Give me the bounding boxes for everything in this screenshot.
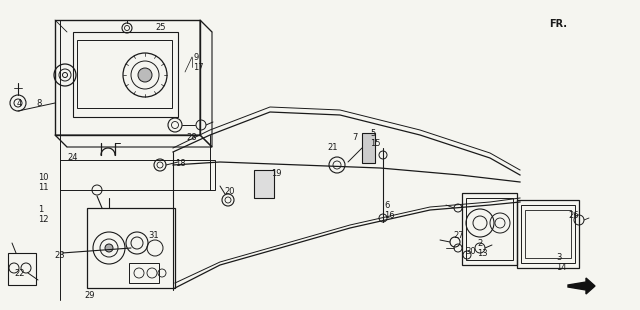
Text: 7: 7	[352, 132, 357, 141]
Text: 31: 31	[148, 231, 159, 240]
Bar	[60, 160, 215, 190]
Bar	[129, 263, 159, 283]
Text: 22: 22	[14, 268, 24, 277]
Text: 11: 11	[38, 183, 49, 192]
Text: 27: 27	[453, 232, 463, 241]
Bar	[466, 198, 513, 260]
Text: 20: 20	[224, 188, 234, 197]
Bar	[362, 133, 375, 163]
Text: 12: 12	[38, 215, 49, 224]
Circle shape	[105, 244, 113, 252]
Text: 13: 13	[477, 249, 488, 258]
Text: 14: 14	[556, 264, 566, 272]
Text: 29: 29	[84, 290, 95, 299]
Text: 19: 19	[271, 170, 282, 179]
Bar	[525, 210, 571, 258]
Text: 16: 16	[384, 210, 395, 219]
Text: 6: 6	[384, 201, 389, 210]
Text: 26: 26	[568, 210, 579, 219]
Bar	[87, 208, 175, 288]
Text: FR.: FR.	[549, 19, 567, 29]
Bar	[77, 40, 172, 108]
Text: 2: 2	[477, 238, 483, 247]
Text: 10: 10	[38, 174, 49, 183]
Bar	[517, 200, 579, 268]
Text: 3: 3	[556, 254, 561, 263]
Text: 8: 8	[36, 99, 42, 108]
Text: 17: 17	[193, 63, 204, 72]
Text: 21: 21	[327, 144, 337, 153]
Text: 1: 1	[38, 206, 44, 215]
Text: 23: 23	[54, 250, 65, 259]
Text: 15: 15	[370, 139, 381, 148]
Text: 24: 24	[67, 153, 77, 162]
Text: 5: 5	[370, 129, 375, 138]
Bar	[73, 32, 178, 117]
Circle shape	[138, 68, 152, 82]
Text: 30: 30	[465, 247, 476, 256]
Text: 28: 28	[186, 134, 196, 143]
Text: 9: 9	[193, 52, 198, 61]
Bar	[521, 205, 575, 263]
Bar	[254, 170, 274, 198]
Polygon shape	[568, 278, 595, 294]
Text: 18: 18	[175, 160, 186, 169]
Bar	[462, 193, 517, 265]
Text: 4: 4	[17, 99, 22, 108]
Text: 25: 25	[155, 23, 166, 32]
Bar	[8, 253, 36, 285]
